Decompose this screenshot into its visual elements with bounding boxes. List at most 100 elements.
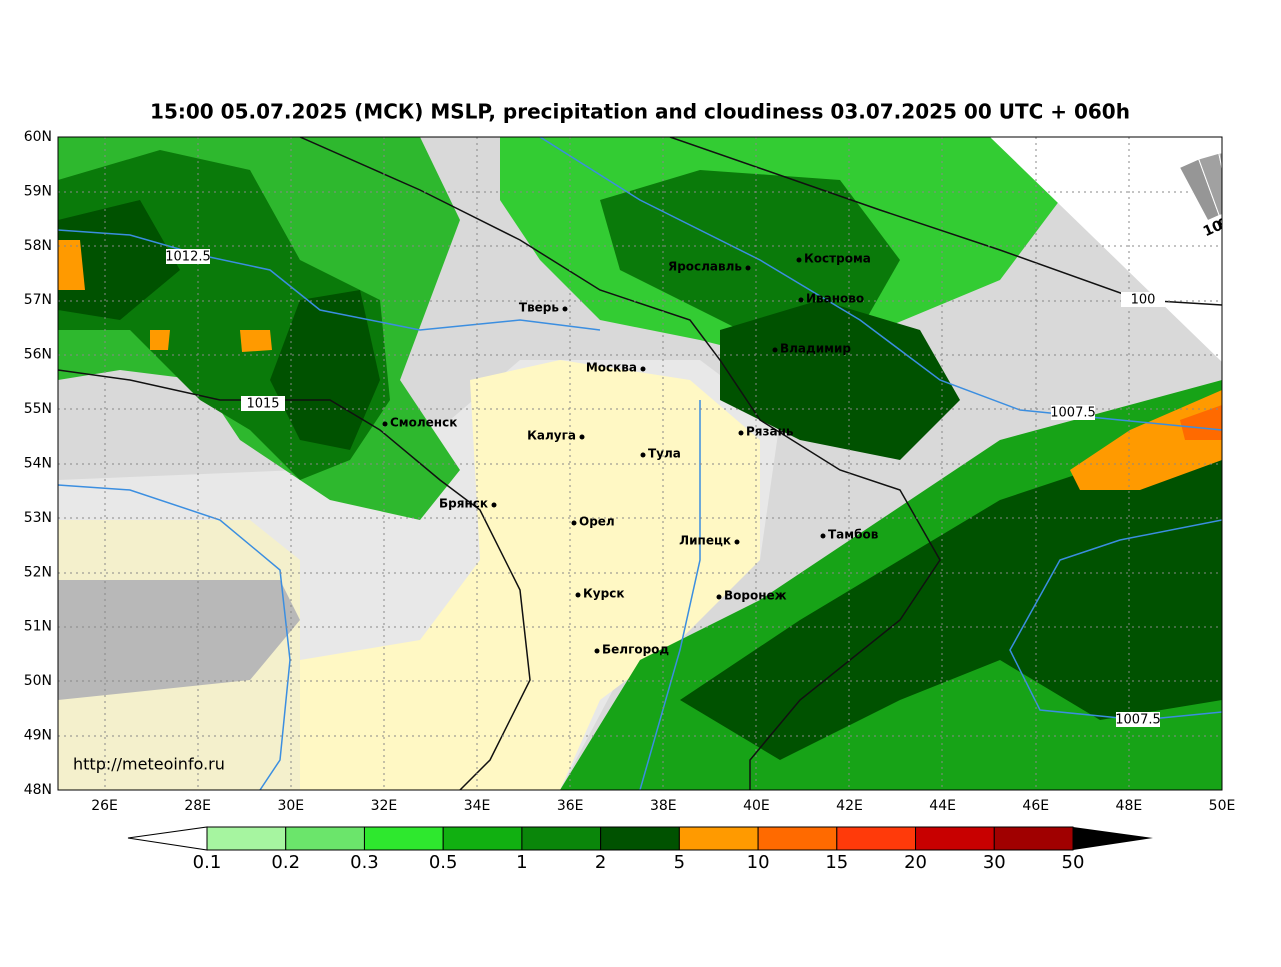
- city-dot: [797, 258, 802, 263]
- isobar-label: 1007.5: [1115, 713, 1161, 728]
- colorbar-label: 5: [674, 852, 685, 873]
- lat-label: 48N: [24, 782, 52, 798]
- city-dot: [576, 593, 581, 598]
- lon-label: 38E: [650, 798, 677, 814]
- city-dot: [739, 431, 744, 436]
- lon-label: 36E: [557, 798, 584, 814]
- city-label: Кострома: [804, 252, 871, 266]
- lat-label: 50N: [24, 673, 52, 689]
- colorbar-box: [916, 827, 995, 850]
- city-label: Орел: [579, 515, 615, 529]
- isobar-label: 1007.5: [1050, 406, 1096, 421]
- cloud-sector: [1240, 150, 1261, 210]
- city-dot: [641, 453, 646, 458]
- isobar-label: 100: [1131, 293, 1156, 308]
- colorbar-label: 0.5: [429, 852, 458, 873]
- cloud-label: 80: [1228, 211, 1250, 230]
- city-label: Рязань: [746, 425, 794, 439]
- colorbar-box: [522, 827, 601, 850]
- lon-label: 28E: [184, 798, 211, 814]
- colorbar-box: [601, 827, 680, 850]
- lon-label: 26E: [91, 798, 118, 814]
- city-label: Иваново: [806, 292, 864, 306]
- cloud-sector: [1256, 150, 1281, 212]
- city-label: Ярославль: [668, 260, 742, 274]
- map-shape: [240, 330, 272, 352]
- lat-label: 53N: [24, 510, 52, 526]
- cloud-sector: [1219, 150, 1244, 212]
- colorbar-label: 1: [516, 852, 527, 873]
- city-dot: [641, 367, 646, 372]
- lon-label: 46E: [1022, 798, 1049, 814]
- city-label: Липецк: [679, 534, 731, 548]
- map-field: 1009080706050403020: [58, 137, 1281, 790]
- city-label: Курск: [583, 587, 624, 601]
- city-dot: [821, 534, 826, 539]
- lat-label: 55N: [24, 401, 52, 417]
- lon-label: 40E: [743, 798, 770, 814]
- isobar-label: 1015: [246, 397, 279, 412]
- cloud-label: 50: [1260, 213, 1281, 234]
- city-dot: [383, 422, 388, 427]
- city-label: Смоленск: [390, 416, 457, 430]
- city-dot: [773, 348, 778, 353]
- city-dot: [580, 435, 585, 440]
- lon-label: 42E: [836, 798, 863, 814]
- city-dot: [563, 307, 568, 312]
- cloud-label: 70: [1240, 212, 1260, 228]
- city-label: Тамбов: [828, 528, 879, 542]
- city-label: Брянск: [439, 497, 488, 511]
- city-dot: [735, 540, 740, 545]
- colorbar-box: [758, 827, 837, 850]
- colorbar-over: [1073, 827, 1153, 850]
- colorbar-label: 2: [595, 852, 606, 873]
- city-dot: [572, 521, 577, 526]
- city-label: Москва: [586, 361, 637, 375]
- city-label: Калуга: [527, 429, 576, 443]
- colorbar-label: 20: [904, 852, 927, 873]
- city-dot: [492, 503, 497, 508]
- city-label: Тула: [648, 447, 681, 461]
- isobar-label: 1012.5: [165, 250, 211, 265]
- lon-label: 50E: [1209, 798, 1236, 814]
- colorbar-box: [207, 827, 286, 850]
- city-label: Тверь: [519, 301, 560, 315]
- colorbar-box: [364, 827, 443, 850]
- lon-label: 44E: [929, 798, 956, 814]
- city-dot: [799, 298, 804, 303]
- lat-label: 54N: [24, 455, 52, 471]
- city-dot: [746, 266, 751, 271]
- source-url: http://meteoinfo.ru: [73, 755, 225, 774]
- lon-label: 32E: [371, 798, 398, 814]
- lat-label: 58N: [24, 238, 52, 254]
- map-shape: [150, 330, 170, 350]
- colorbar-box: [994, 827, 1073, 850]
- lat-label: 60N: [24, 129, 52, 145]
- colorbar-label: 50: [1062, 852, 1085, 873]
- colorbar-box: [286, 827, 365, 850]
- colorbar-label: 30: [983, 852, 1006, 873]
- lat-label: 52N: [24, 564, 52, 580]
- lat-label: 56N: [24, 347, 52, 363]
- lat-label: 57N: [24, 292, 52, 308]
- city-label: Белгород: [602, 643, 669, 657]
- colorbar-under: [128, 827, 207, 850]
- colorbar-label: 0.1: [193, 852, 222, 873]
- colorbar-box: [679, 827, 758, 850]
- lon-label: 30E: [277, 798, 304, 814]
- lon-label: 34E: [464, 798, 491, 814]
- colorbar-label: 0.3: [350, 852, 379, 873]
- cloud-label: 40: [1270, 216, 1281, 239]
- lat-label: 49N: [24, 728, 52, 744]
- colorbar-box: [837, 827, 916, 850]
- city-dot: [717, 595, 722, 600]
- city-label: Воронеж: [724, 589, 787, 603]
- lat-label: 59N: [24, 183, 52, 199]
- cloud-label: 60: [1250, 212, 1272, 231]
- cloud-sector: [1269, 153, 1281, 215]
- lon-label: 48E: [1116, 798, 1143, 814]
- title: 15:00 05.07.2025 (МСК) MSLP, precipitati…: [150, 100, 1130, 124]
